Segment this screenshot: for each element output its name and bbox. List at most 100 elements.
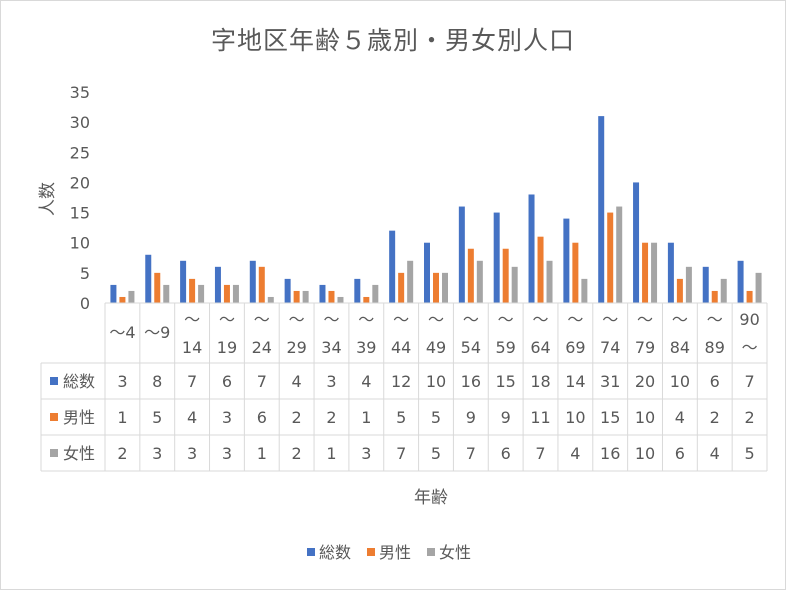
x-tick-label: 44 <box>391 338 411 357</box>
bar-総数 <box>493 212 500 303</box>
table-cell-value: 4 <box>187 408 197 427</box>
bar-男性 <box>711 290 718 303</box>
bar-女性 <box>128 290 135 303</box>
bar-総数 <box>354 278 361 303</box>
table-cell-value: 20 <box>635 372 655 391</box>
table-cell-value: 4 <box>361 372 371 391</box>
x-tick-label: 19 <box>217 338 237 357</box>
table-cell-value: 3 <box>222 444 232 463</box>
table-cell-value: 1 <box>326 444 336 463</box>
bar-男性 <box>258 266 265 303</box>
legend-label: 女性 <box>439 543 471 562</box>
x-tick-label: ～ <box>637 310 653 329</box>
table-cell-value: 18 <box>530 372 550 391</box>
data-table: ～4 ～9～14～19～24～29～34～39～44～49～54～59～64～69… <box>40 302 768 472</box>
bar-女性 <box>198 284 205 303</box>
bar-男性 <box>363 296 370 303</box>
table-series-key <box>50 449 58 457</box>
bar-女性 <box>302 290 309 303</box>
table-cell-value: 6 <box>710 372 720 391</box>
x-tick-label: ～ <box>602 310 618 329</box>
y-tick-label: 0 <box>80 294 90 313</box>
table-series-key <box>50 413 58 421</box>
y-axis-label: 人数 <box>38 182 58 216</box>
bar-総数 <box>458 206 465 303</box>
y-tick-label: 10 <box>70 234 90 253</box>
table-cell-value: 7 <box>396 444 406 463</box>
x-tick-label: 84 <box>670 338 690 357</box>
x-tick-label: 39 <box>356 338 376 357</box>
x-tick-label: 79 <box>635 338 655 357</box>
table-cell-value: 2 <box>326 408 336 427</box>
x-tick-label: 74 <box>600 338 620 357</box>
bar-男性 <box>537 236 544 303</box>
bar-男性 <box>398 272 405 303</box>
table-series-name: 総数 <box>63 372 95 391</box>
bar-男性 <box>119 296 126 303</box>
bar-女性 <box>720 278 727 303</box>
x-tick-label: 54 <box>461 338 481 357</box>
table-cell-value: 2 <box>744 408 754 427</box>
y-tick-label: 20 <box>70 173 90 192</box>
legend-label: 総数 <box>319 543 351 562</box>
bar-女性 <box>232 284 239 303</box>
x-tick-label: 24 <box>252 338 272 357</box>
bar-総数 <box>284 278 291 303</box>
bar-女性 <box>755 272 762 303</box>
table-cell-value: 10 <box>635 444 655 463</box>
x-tick-label: ～4 <box>109 323 135 342</box>
x-tick-label: 34 <box>321 338 341 357</box>
bar-総数 <box>389 230 396 303</box>
bar-男性 <box>223 284 230 303</box>
table-cell-value: 5 <box>152 408 162 427</box>
x-tick-label: ～ <box>567 310 583 329</box>
bar-総数 <box>214 266 221 303</box>
bar-男性 <box>676 278 683 303</box>
x-tick-label: 49 <box>426 338 446 357</box>
x-tick-label: ～ <box>219 310 235 329</box>
bar-総数 <box>633 182 640 303</box>
table-series-name: 男性 <box>63 408 95 427</box>
table-cell-value: 2 <box>710 408 720 427</box>
bar-女性 <box>476 260 483 303</box>
table-cell-value: 7 <box>187 372 197 391</box>
x-tick-label: ～ <box>428 310 444 329</box>
bar-女性 <box>337 296 344 303</box>
bar-女性 <box>163 284 170 303</box>
bar-男性 <box>328 290 335 303</box>
table-cell-value: 5 <box>396 408 406 427</box>
bar-男性 <box>433 272 439 303</box>
bar-総数 <box>424 242 430 303</box>
table-cell-value: 4 <box>675 408 685 427</box>
table-cell-value: 10 <box>565 408 585 427</box>
x-tick-label: ～ <box>323 310 339 329</box>
table-cell-value: 10 <box>426 372 446 391</box>
bar-男性 <box>154 272 161 303</box>
bar-女性 <box>581 278 588 303</box>
table-cell-value: 1 <box>361 408 371 427</box>
bar-女性 <box>511 266 518 303</box>
table-cell-value: 7 <box>535 444 545 463</box>
legend-label: 男性 <box>379 543 411 562</box>
bar-総数 <box>702 266 709 303</box>
x-tick-label: 29 <box>286 338 306 357</box>
bar-男性 <box>467 248 474 303</box>
y-tick-label: 35 <box>70 83 90 102</box>
table-series-name: 女性 <box>63 444 95 463</box>
legend-key <box>307 548 315 556</box>
y-tick-label: 25 <box>70 143 90 162</box>
table-cell-value: 3 <box>117 372 127 391</box>
x-tick-label: ～ <box>393 310 409 329</box>
bar-女性 <box>685 266 692 303</box>
legend: 総数 男性 女性 <box>307 543 471 562</box>
x-tick-label: 14 <box>182 338 202 357</box>
x-axis-label: 年齢 <box>414 488 448 508</box>
table-cell-value: 14 <box>565 372 585 391</box>
bar-総数 <box>563 218 570 303</box>
table-cell-value: 7 <box>466 444 476 463</box>
table-cell-value: 2 <box>292 408 302 427</box>
x-tick-label: 69 <box>565 338 585 357</box>
bar-男性 <box>607 212 614 303</box>
